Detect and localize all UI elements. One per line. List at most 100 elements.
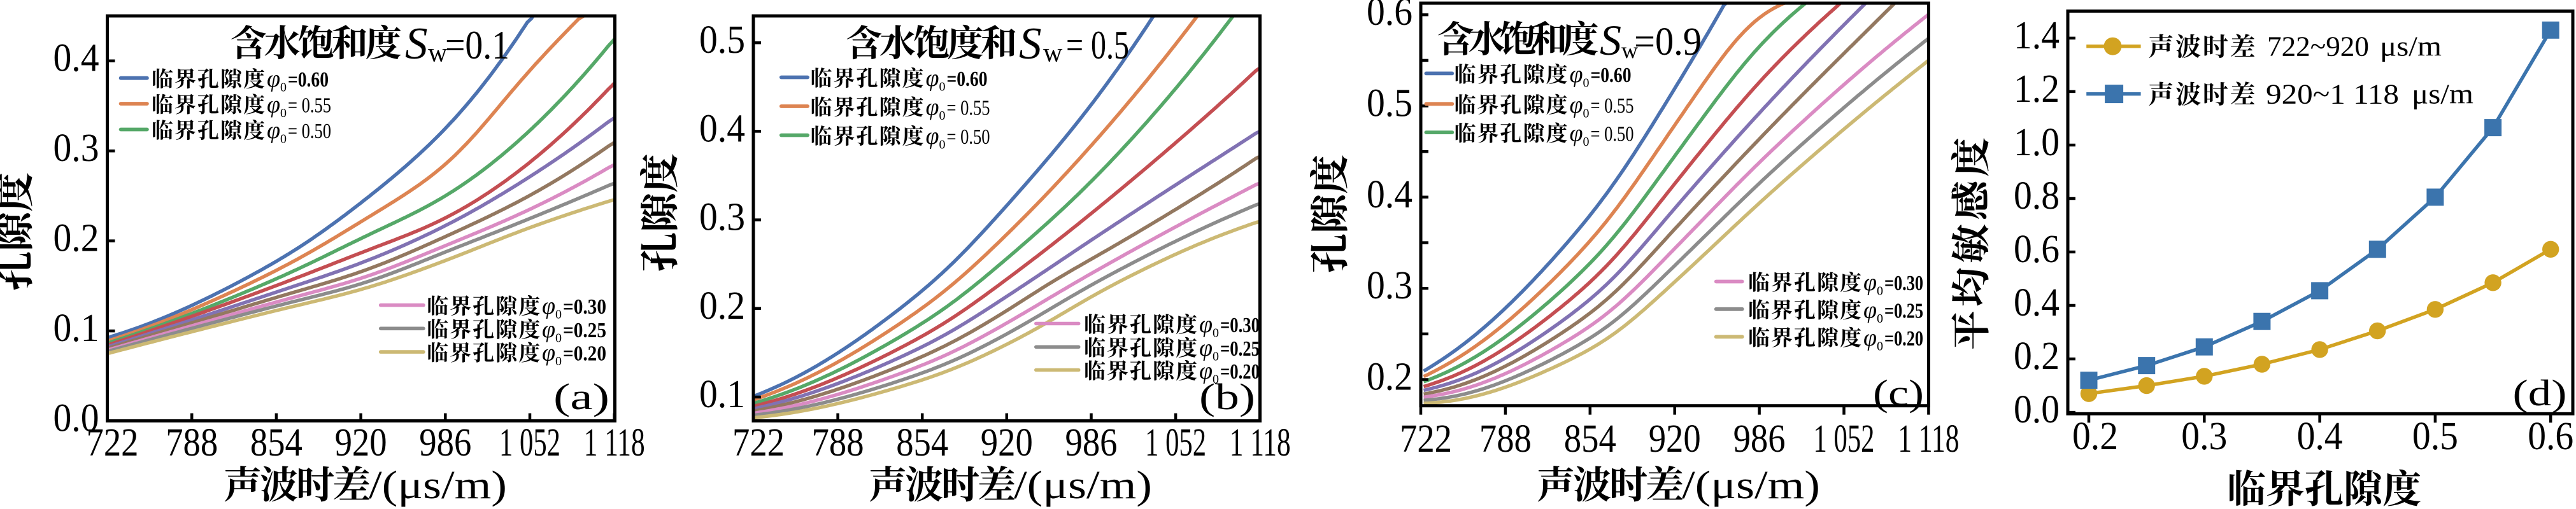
svg-text:φ: φ [267,66,280,92]
svg-text:φ: φ [1199,311,1213,338]
svg-text:0: 0 [555,354,562,368]
svg-text:0: 0 [939,109,946,123]
svg-text:1 052: 1 052 [499,421,560,464]
svg-text:=0.30: =0.30 [1884,272,1923,295]
svg-text:= 0.55: = 0.55 [1591,94,1634,118]
svg-text:0.2: 0.2 [699,284,745,328]
svg-text:920: 920 [981,421,1033,464]
svg-text:0: 0 [939,138,946,152]
svg-text:=0.60: =0.60 [947,67,988,91]
svg-text:0: 0 [1213,373,1219,387]
svg-text:0.2: 0.2 [2072,415,2118,458]
svg-text:920: 920 [335,421,387,464]
svg-text:=0.25: =0.25 [1884,299,1923,323]
svg-text:φ: φ [1863,296,1877,323]
svg-text:= 0.5: = 0.5 [1066,22,1129,67]
svg-text:0: 0 [1583,135,1590,149]
svg-text:= 0.50: = 0.50 [947,125,990,149]
svg-text:0.2: 0.2 [53,217,99,260]
svg-text:=0.30: =0.30 [563,295,606,319]
svg-text:0.6: 0.6 [2528,415,2573,458]
svg-text:0.3: 0.3 [1367,264,1413,307]
svg-text:S: S [1019,19,1042,69]
svg-text:722: 722 [732,421,785,464]
svg-text:0: 0 [280,81,287,95]
svg-text:0.3: 0.3 [2181,415,2227,458]
svg-text:0.0: 0.0 [53,397,99,440]
svg-text:0: 0 [555,308,562,322]
svg-text:=0.9: =0.9 [1634,20,1702,64]
svg-text:/(μs/m): /(μs/m) [1682,464,1820,507]
svg-text:μs/m: μs/m [2412,78,2473,109]
svg-text:1.2: 1.2 [2014,67,2060,111]
svg-text:1 118: 1 118 [584,421,645,464]
svg-text:0: 0 [280,106,287,120]
svg-text:(b): (b) [1199,376,1255,417]
svg-text:920~1 118: 920~1 118 [2266,78,2399,109]
svg-text:=0.25: =0.25 [1220,337,1260,361]
svg-text:φ: φ [267,117,280,144]
svg-text:0: 0 [1213,349,1219,363]
svg-text:0: 0 [1583,76,1590,90]
svg-text:0.4: 0.4 [1367,173,1413,216]
svg-text:788: 788 [812,421,864,464]
svg-text:854: 854 [1564,417,1616,461]
svg-text:722: 722 [1400,417,1452,461]
svg-text:φ: φ [1199,358,1213,384]
svg-text:(a): (a) [553,376,609,417]
svg-text:(d): (d) [2513,372,2567,414]
svg-text:0.5: 0.5 [2412,415,2458,458]
svg-text:0: 0 [939,80,946,94]
svg-text:0.3: 0.3 [53,127,99,170]
svg-text:1 118: 1 118 [1230,421,1291,464]
svg-text:/(μs/m): /(μs/m) [1014,464,1152,507]
svg-text:0: 0 [1583,106,1590,120]
svg-text:w: w [1621,38,1638,63]
svg-text:φ: φ [1570,92,1583,118]
svg-text:φ: φ [542,316,555,343]
svg-text:=0.20: =0.20 [1220,360,1260,384]
svg-text:854: 854 [896,421,948,464]
svg-text:=0.60: =0.60 [288,68,329,92]
svg-text:=0.20: =0.20 [1884,327,1923,351]
svg-text:788: 788 [166,421,218,464]
svg-text:0.6: 0.6 [2014,228,2060,271]
svg-text:0.4: 0.4 [699,107,745,150]
svg-text:854: 854 [250,421,302,464]
svg-text:0.5: 0.5 [699,18,745,62]
svg-text:φ: φ [1863,269,1877,296]
svg-text:0.2: 0.2 [1367,356,1413,399]
svg-text:φ: φ [1199,335,1213,361]
svg-text:= 0.55: = 0.55 [947,97,990,120]
svg-text:0: 0 [1213,326,1219,340]
svg-text:0.5: 0.5 [1367,82,1413,125]
svg-text:φ: φ [1863,324,1877,351]
svg-text:0: 0 [555,331,562,345]
svg-text:w: w [1043,39,1063,68]
svg-text:1 118: 1 118 [1898,417,1959,461]
svg-text:(c): (c) [1873,372,1924,414]
svg-text:0: 0 [280,132,287,146]
svg-text:1 052: 1 052 [1145,421,1206,464]
svg-text:986: 986 [1065,421,1118,464]
svg-text:722: 722 [87,421,139,464]
svg-text:722~920: 722~920 [2267,31,2369,62]
svg-text:φ: φ [1570,120,1583,147]
svg-text:788: 788 [1479,417,1532,461]
svg-text:= 0.50: = 0.50 [288,120,331,143]
svg-text:0.1: 0.1 [53,307,99,350]
svg-text:μs/m: μs/m [2380,31,2442,62]
svg-text:0: 0 [1877,284,1883,298]
svg-text:0.6: 0.6 [1367,0,1413,34]
svg-text:φ: φ [926,123,939,150]
svg-text:φ: φ [267,92,280,118]
svg-text:0.4: 0.4 [53,37,99,80]
svg-text:S: S [1600,16,1621,64]
svg-text:920: 920 [1649,417,1701,461]
svg-text:S: S [405,19,428,69]
svg-text:0.4: 0.4 [2014,281,2060,324]
svg-text:φ: φ [542,340,555,366]
svg-text:= 0.55: = 0.55 [288,94,331,118]
svg-text:1.4: 1.4 [2014,14,2060,57]
svg-text:0: 0 [1877,339,1883,353]
